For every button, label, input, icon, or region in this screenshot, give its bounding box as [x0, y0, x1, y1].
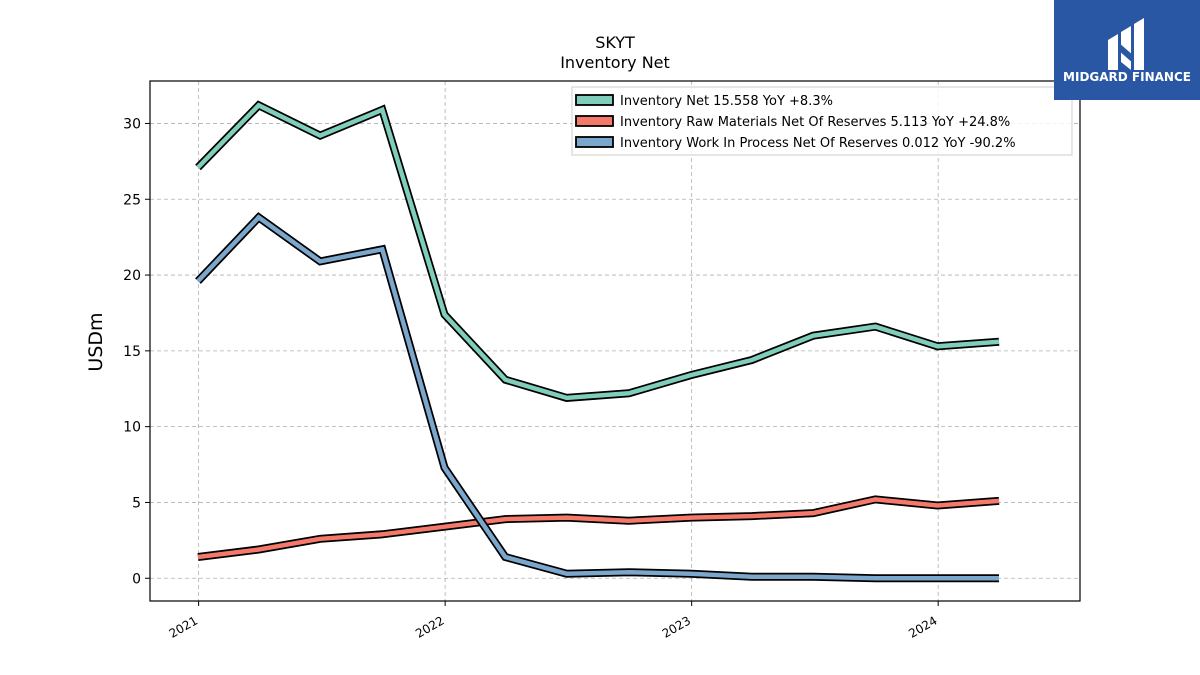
- y-tick-label: 15: [123, 344, 141, 360]
- legend-label-2: Inventory Work In Process Net Of Reserve…: [620, 136, 1016, 151]
- x-tick-label: 2024: [906, 613, 939, 640]
- series-line-0: [196, 102, 1000, 401]
- series-lines: [195, 100, 1000, 583]
- y-tick-label: 5: [132, 495, 141, 511]
- x-tick-label: 2022: [413, 613, 446, 640]
- legend-label-1: Inventory Raw Materials Net Of Reserves …: [620, 115, 1010, 130]
- y-tick-label: 30: [123, 116, 141, 132]
- x-tick-label: 2021: [167, 613, 200, 640]
- logo-text: MIDGARD FINANCE: [1063, 70, 1191, 84]
- legend: Inventory Net 15.558 YoY +8.3% Inventory …: [571, 86, 1073, 156]
- y-tick-label: 25: [123, 192, 141, 208]
- legend-swatch-0: [575, 94, 614, 106]
- series-outline-1: [197, 495, 1000, 561]
- y-tick-label: 10: [123, 420, 141, 436]
- legend-swatch-2: [575, 136, 614, 148]
- chart-title: SKYT: [595, 33, 635, 52]
- legend-box: [571, 86, 1073, 156]
- series-line-1: [197, 497, 1000, 560]
- x-tick-label: 2023: [660, 613, 693, 640]
- y-axis-label: USDm: [85, 312, 107, 371]
- legend-swatch-1: [575, 115, 614, 127]
- chart-subtitle: Inventory Net: [560, 53, 670, 72]
- y-tick-label: 0: [132, 571, 141, 587]
- plot-frame: [149, 80, 1081, 602]
- series-line-2: [196, 214, 999, 581]
- y-tick-label: 20: [123, 268, 141, 284]
- legend-label-0: Inventory Net 15.558 YoY +8.3%: [620, 94, 833, 109]
- midgard-finance-logo: MIDGARD FINANCE: [1054, 0, 1200, 100]
- logo-mark-icon: [1108, 18, 1144, 70]
